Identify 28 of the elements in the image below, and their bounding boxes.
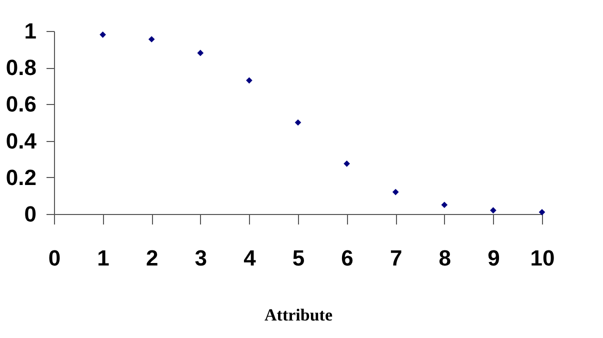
x-tick-label: 8: [438, 246, 452, 270]
point: [100, 32, 106, 38]
x-tick-label: 7: [390, 246, 402, 270]
x-tick-label: 6: [341, 246, 354, 270]
point: [344, 160, 350, 167]
y-tick-label: 0.6: [6, 92, 36, 117]
point: [441, 202, 448, 208]
x-tick-label: 5: [292, 246, 305, 270]
y-tick-label: 0: [24, 202, 36, 226]
y-tick-label: 1: [24, 18, 36, 44]
point: [538, 209, 546, 216]
x-tick-label: 1: [97, 246, 110, 270]
x-tick-label: 9: [488, 246, 500, 270]
point: [148, 36, 155, 42]
point: [246, 77, 252, 84]
x-axis-title: Attribute: [264, 306, 333, 324]
y-tick-label: 0.8: [6, 55, 36, 80]
y-tick-label: 0.2: [6, 164, 36, 190]
y-tick-label: 0.4: [6, 128, 38, 154]
x-tick-label: 3: [194, 246, 208, 270]
x-tick-label: 2: [146, 246, 158, 270]
x-tick-label: 4: [244, 246, 257, 270]
point: [490, 207, 496, 214]
x-tick-label: 10: [530, 246, 555, 270]
point: [294, 119, 302, 126]
x-tick-label: 0: [48, 246, 61, 270]
point: [392, 188, 399, 196]
point: [197, 50, 204, 56]
